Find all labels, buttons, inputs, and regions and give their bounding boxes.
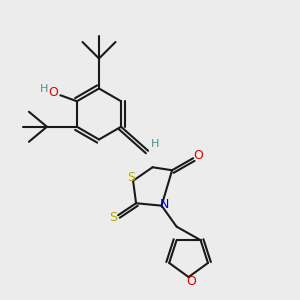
Text: O: O [186,275,196,288]
Text: H: H [40,84,49,94]
Text: O: O [194,149,203,162]
Text: N: N [159,198,169,211]
Text: S: S [109,211,117,224]
Text: S: S [127,171,135,184]
Text: H: H [151,139,159,149]
Text: O: O [48,86,58,99]
